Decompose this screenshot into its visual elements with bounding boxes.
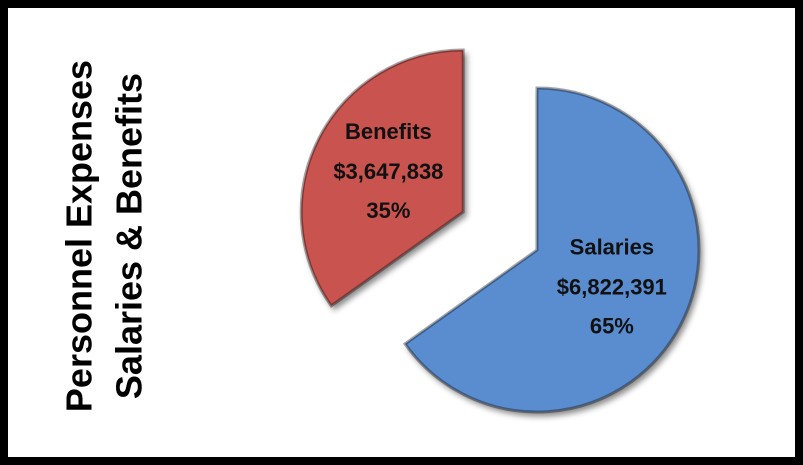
slice-category: Benefits (345, 119, 432, 144)
chart-subtitle: Salaries & Benefits (109, 73, 150, 399)
slice-value: $3,647,838 (333, 159, 443, 184)
slice-category: Salaries (570, 234, 654, 259)
pie-slice (402, 86, 701, 414)
chart-title: Personnel Expenses (59, 60, 100, 412)
slice-value: $6,822,391 (557, 274, 667, 299)
pie-slice (299, 48, 465, 308)
slice-percent: 35% (366, 198, 410, 223)
pie: Salaries $6,822,391 65% Benefits $3,647,838 3… (299, 48, 701, 414)
slice-percent: 65% (590, 313, 634, 338)
